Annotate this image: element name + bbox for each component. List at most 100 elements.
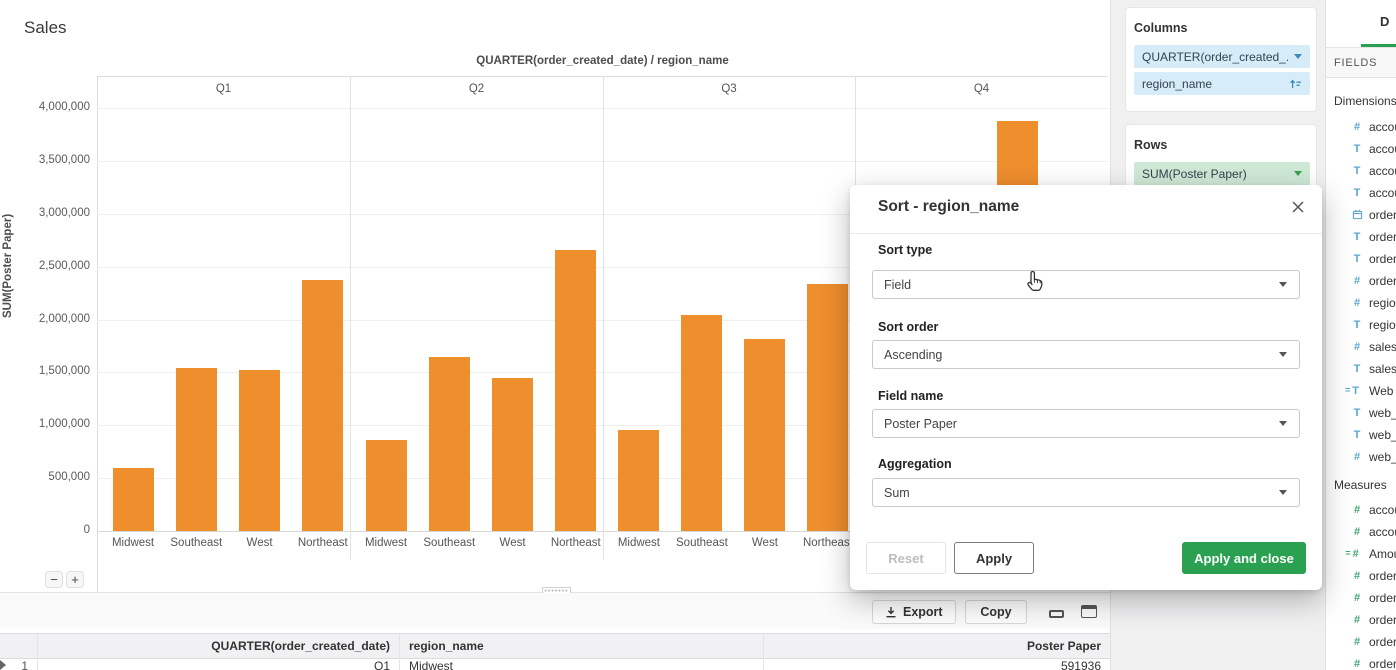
- text-field-icon: T: [1353, 363, 1361, 375]
- field-label: accou: [1369, 503, 1396, 517]
- column-separator: [603, 76, 604, 560]
- number-field-icon: #: [1353, 451, 1361, 463]
- field-item-accou[interactable]: # accou: [1326, 116, 1396, 138]
- chevron-down-icon[interactable]: [1294, 54, 1302, 59]
- bar-Q3-west[interactable]: [744, 338, 786, 531]
- chevron-down-icon[interactable]: [1294, 171, 1302, 176]
- field-label: order_: [1369, 657, 1396, 670]
- aggregation-select[interactable]: Sum: [872, 478, 1300, 507]
- y-tick-label: 500,000: [48, 471, 90, 484]
- bar-Q2-midwest[interactable]: [365, 440, 407, 531]
- pill-quarter-order-created-date[interactable]: QUARTER(order_created_...: [1134, 45, 1310, 68]
- field-item-order-[interactable]: # order_: [1326, 631, 1396, 653]
- gridline: [97, 372, 1108, 374]
- table-header-row: QUARTER(order_created_date) region_name …: [0, 633, 1110, 659]
- value-column-header[interactable]: Poster Paper: [1026, 639, 1101, 653]
- field-item-sales-[interactable]: # sales_: [1326, 336, 1396, 358]
- x-tick-label: Southeast: [423, 537, 476, 549]
- x-tick-label: Northeast: [297, 537, 348, 549]
- field-item-accou[interactable]: # accou: [1326, 521, 1396, 543]
- bar-Q3-southeast[interactable]: [681, 314, 723, 531]
- tab-data[interactable]: D: [1380, 14, 1390, 29]
- zoom-in-button[interactable]: +: [66, 571, 84, 588]
- x-tick-label: Northeast: [550, 537, 601, 549]
- bar-Q1-west[interactable]: [239, 369, 281, 531]
- field-item-order-[interactable]: # order_: [1326, 270, 1396, 292]
- number-field-icon: #: [1353, 121, 1361, 133]
- field-item-region[interactable]: # region: [1326, 292, 1396, 314]
- bar-Q2-northeast[interactable]: [555, 249, 597, 531]
- bar-Q1-midwest[interactable]: [112, 468, 154, 531]
- sort-order-select[interactable]: Ascending: [872, 340, 1300, 369]
- calculated-field-icon: =: [1345, 385, 1351, 395]
- copy-button[interactable]: Copy: [965, 600, 1027, 624]
- fields-panel: D FIELDS Dimensions #accouTaccouTaccouTa…: [1325, 0, 1396, 670]
- field-item-accou[interactable]: Taccou: [1326, 138, 1396, 160]
- bar-Q2-west[interactable]: [492, 378, 534, 531]
- gridline: [97, 160, 1108, 162]
- collapse-table-icon[interactable]: [1049, 610, 1064, 618]
- quarter-column-header[interactable]: QUARTER(order_created_date): [38, 634, 400, 658]
- bar-Q2-southeast[interactable]: [428, 356, 470, 531]
- field-item-region[interactable]: Tregion: [1326, 314, 1396, 336]
- x-tick-label: Midwest: [364, 537, 408, 549]
- field-item-order-[interactable]: # order_: [1326, 653, 1396, 670]
- text-field-icon: T: [1353, 187, 1361, 199]
- bar-Q3-northeast[interactable]: [807, 283, 849, 531]
- field-name-select[interactable]: Poster Paper: [872, 409, 1300, 438]
- sort-ascending-icon[interactable]: [1289, 78, 1302, 90]
- field-label: order_: [1369, 591, 1396, 605]
- field-label: web_e: [1369, 428, 1396, 442]
- field-item-order-[interactable]: # order_: [1326, 587, 1396, 609]
- field-label: accou: [1369, 525, 1396, 539]
- field-item-web-c[interactable]: =T Web C: [1326, 380, 1396, 402]
- x-tick-label: Northeast: [802, 537, 853, 549]
- bar-Q3-midwest[interactable]: [618, 430, 660, 531]
- sort-type-select[interactable]: Field: [872, 270, 1300, 299]
- apply-button[interactable]: Apply: [954, 542, 1034, 574]
- x-tick-label: West: [751, 537, 778, 549]
- gridline: [97, 108, 1108, 109]
- bar-Q1-northeast[interactable]: [302, 279, 344, 531]
- field-item-order-[interactable]: # order_: [1326, 565, 1396, 587]
- reset-button[interactable]: Reset: [866, 542, 946, 574]
- field-label: accou: [1369, 186, 1396, 200]
- region-column-header[interactable]: region_name: [400, 634, 764, 658]
- pill-region-name[interactable]: region_name: [1134, 72, 1310, 95]
- text-field-icon: T: [1353, 429, 1361, 441]
- field-item-order-[interactable]: # order_: [1326, 609, 1396, 631]
- close-icon[interactable]: [1288, 197, 1308, 217]
- quarter-header-q2: Q2: [468, 83, 485, 95]
- apply-and-close-button[interactable]: Apply and close: [1182, 542, 1306, 574]
- field-label: accou: [1369, 120, 1396, 134]
- pill-sum-poster-paper[interactable]: SUM(Poster Paper): [1134, 162, 1310, 185]
- expand-table-icon[interactable]: [1081, 605, 1097, 618]
- text-field-icon: T: [1353, 231, 1361, 243]
- x-tick-label: Southeast: [676, 537, 728, 549]
- text-field-icon: T: [1353, 407, 1361, 419]
- dialog-divider: [850, 233, 1322, 234]
- calendar-icon: [1352, 209, 1362, 219]
- field-item-accou[interactable]: Taccou: [1326, 182, 1396, 204]
- field-item-amoun[interactable]: =# Amoun: [1326, 543, 1396, 565]
- field-item-web-e[interactable]: # web_e: [1326, 446, 1396, 468]
- date-field-icon: [1350, 209, 1364, 222]
- field-item-accou[interactable]: # accou: [1326, 499, 1396, 521]
- export-button[interactable]: Export: [872, 600, 956, 624]
- active-tab-indicator: [1361, 44, 1396, 47]
- field-item-order-[interactable]: order_: [1326, 204, 1396, 226]
- field-label: order_: [1369, 274, 1396, 288]
- field-item-accou[interactable]: Taccou: [1326, 160, 1396, 182]
- x-tick-label: Midwest: [111, 537, 155, 549]
- pill-label: region_name: [1142, 76, 1213, 91]
- field-label: order_: [1369, 252, 1396, 266]
- bar-Q1-southeast[interactable]: [175, 367, 217, 531]
- field-label: order_: [1369, 569, 1396, 583]
- zoom-out-button[interactable]: −: [45, 571, 63, 588]
- y-tick-label: 2,000,000: [38, 312, 90, 325]
